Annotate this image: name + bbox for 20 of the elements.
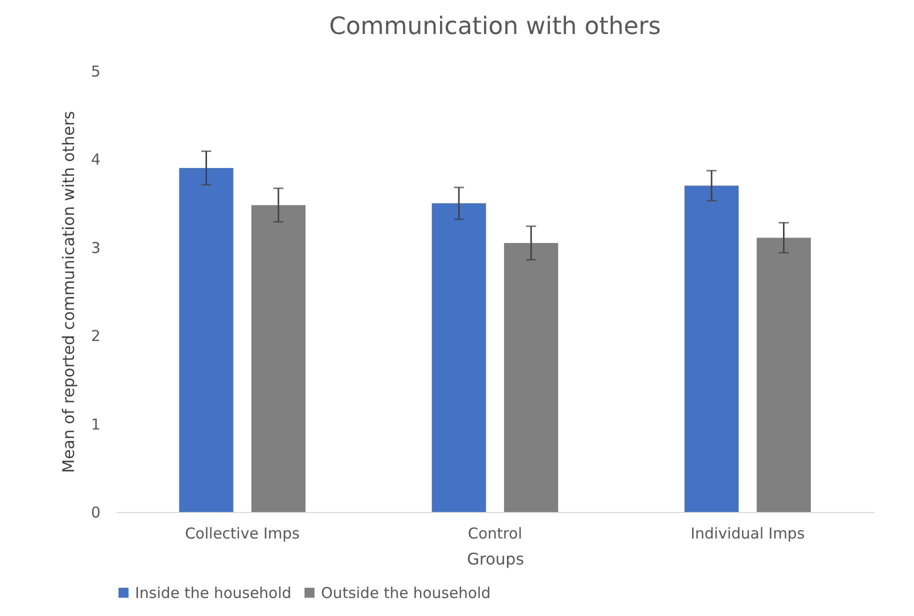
bar — [504, 242, 558, 512]
x-tick-label: Control — [468, 524, 522, 542]
y-tick-label: 2 — [90, 327, 100, 346]
bar — [179, 168, 234, 512]
legend-label: Outside the household — [321, 584, 491, 602]
x-tick-label: Individual Imps — [690, 524, 805, 542]
x-axis-title: Groups — [466, 550, 524, 568]
chart-title: Communication with others — [329, 12, 661, 40]
bar — [251, 205, 306, 512]
y-axis-title: Mean of reported communication with others — [58, 111, 78, 473]
y-tick-label: 5 — [90, 62, 100, 80]
bar — [432, 203, 486, 512]
y-tick-label: 3 — [90, 238, 100, 257]
bar — [684, 186, 739, 512]
legend-label: Inside the household — [135, 584, 292, 602]
x-tick-label: Collective Imps — [184, 524, 300, 542]
bar — [756, 238, 811, 512]
y-tick-label: 4 — [90, 150, 100, 169]
y-tick-label: 0 — [90, 504, 100, 522]
y-tick-label: 1 — [90, 415, 100, 434]
